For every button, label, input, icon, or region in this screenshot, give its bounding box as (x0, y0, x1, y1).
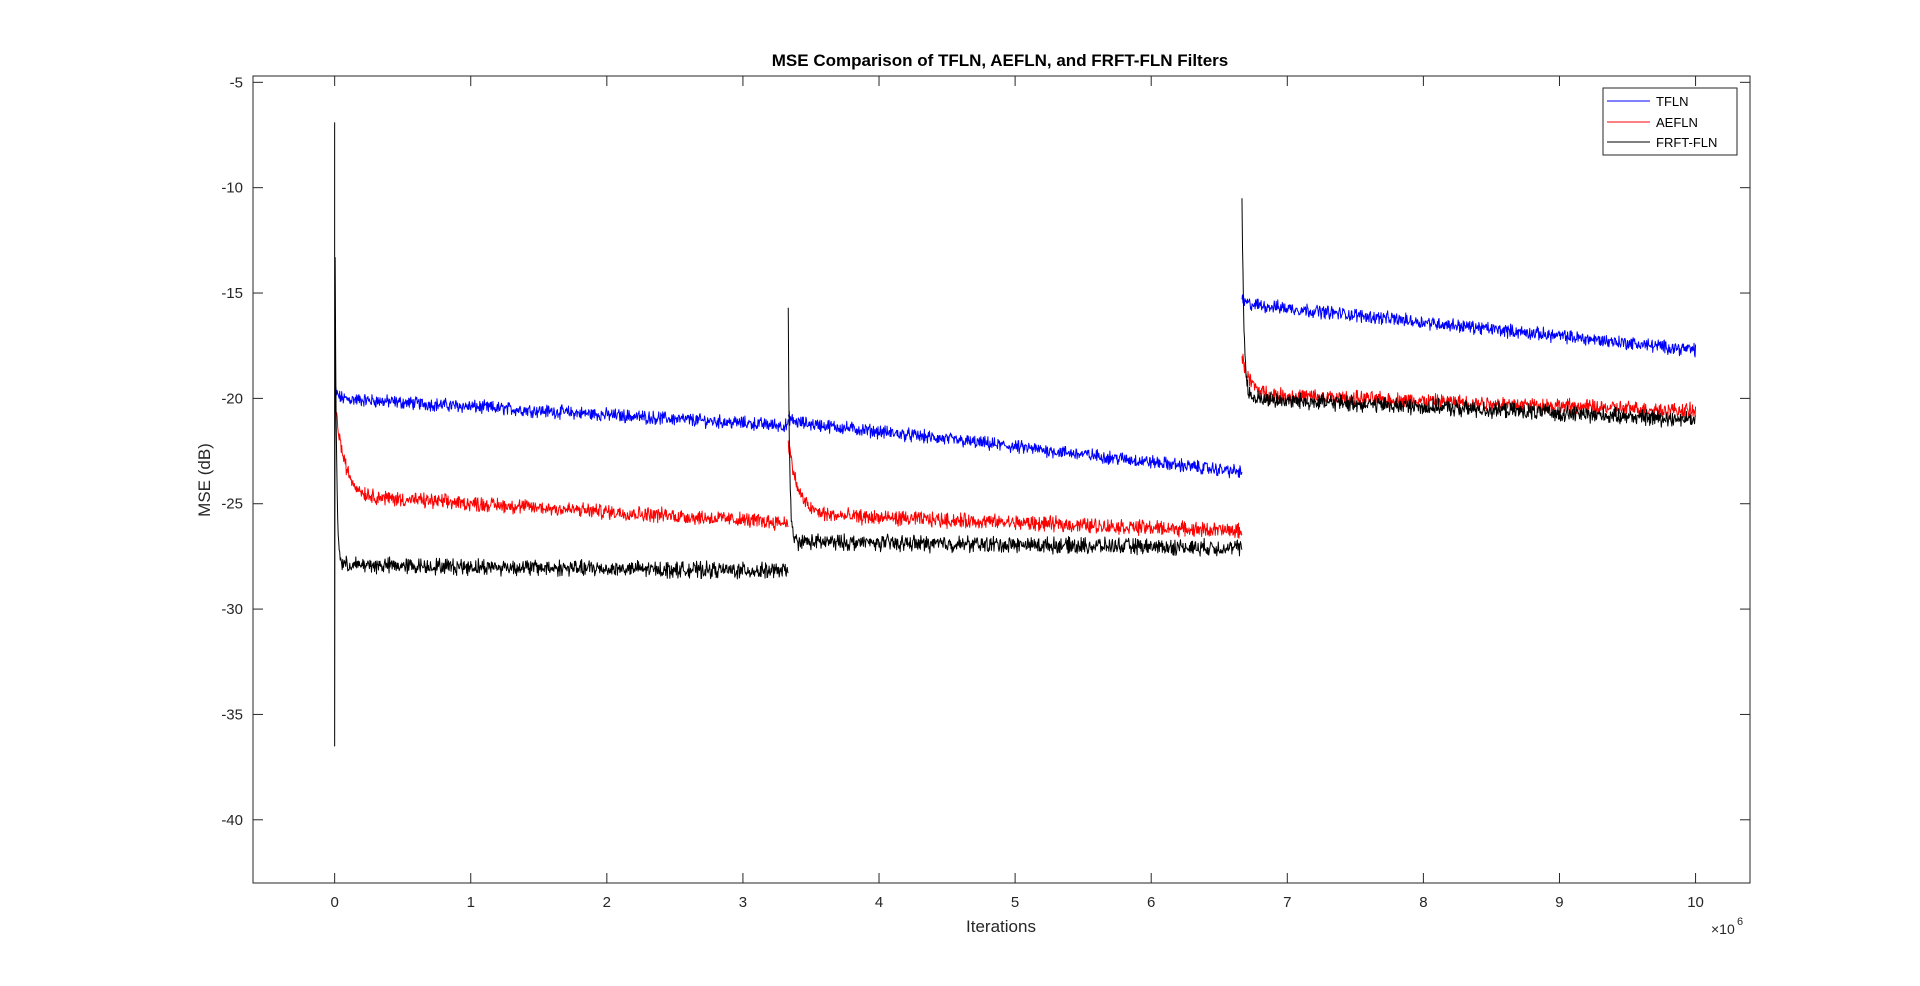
legend-label-tfln: TFLN (1656, 94, 1689, 109)
y-tick-label: -30 (221, 601, 243, 618)
x-axis-ticks: 0 1 2 3 4 5 6 7 8 9 10 (330, 76, 1704, 911)
x-tick-label: 7 (1283, 894, 1291, 911)
legend-label-aefln: AEFLN (1656, 115, 1698, 130)
x-tick-label: 9 (1555, 894, 1563, 911)
chart-title: MSE Comparison of TFLN, AEFLN, and FRFT-… (772, 51, 1228, 70)
y-axis-label: MSE (dB) (195, 443, 214, 517)
x-tick-label: 3 (739, 894, 747, 911)
legend-box (1602, 87, 1738, 156)
y-tick-label: -5 (230, 74, 243, 91)
x-tick-label: 1 (467, 894, 475, 911)
x-exponent-power: 6 (1737, 916, 1743, 928)
x-tick-label: 8 (1419, 894, 1427, 911)
y-tick-label: -10 (221, 180, 243, 197)
axes-box (252, 75, 1751, 884)
series-line-frft-fln (334, 122, 1696, 747)
x-tick-label: 4 (875, 894, 883, 911)
y-tick-label: -15 (221, 285, 243, 302)
y-tick-label: -20 (221, 390, 243, 407)
x-tick-label: 5 (1011, 894, 1019, 911)
x-exponent-base: ×10 (1711, 921, 1735, 937)
y-tick-label: -40 (221, 812, 243, 829)
x-tick-label: 0 (330, 894, 338, 911)
x-tick-label: 2 (603, 894, 611, 911)
series-line-tfln (334, 294, 1697, 479)
y-tick-label: -35 (221, 706, 243, 723)
x-tick-label: 6 (1147, 894, 1155, 911)
x-axis-label: Iterations (966, 917, 1036, 936)
x-axis-exponent: ×10 6 (1711, 916, 1743, 937)
y-tick-label: -25 (221, 496, 243, 513)
plot-area (334, 122, 1697, 747)
y-axis-ticks: -40 -35 -30 -25 -20 -15 -10 -5 (221, 74, 1750, 829)
x-tick-label: 10 (1687, 894, 1704, 911)
legend: TFLN AEFLN FRFT-FLN (1602, 87, 1738, 156)
legend-label-frft-fln: FRFT-FLN (1656, 135, 1717, 150)
